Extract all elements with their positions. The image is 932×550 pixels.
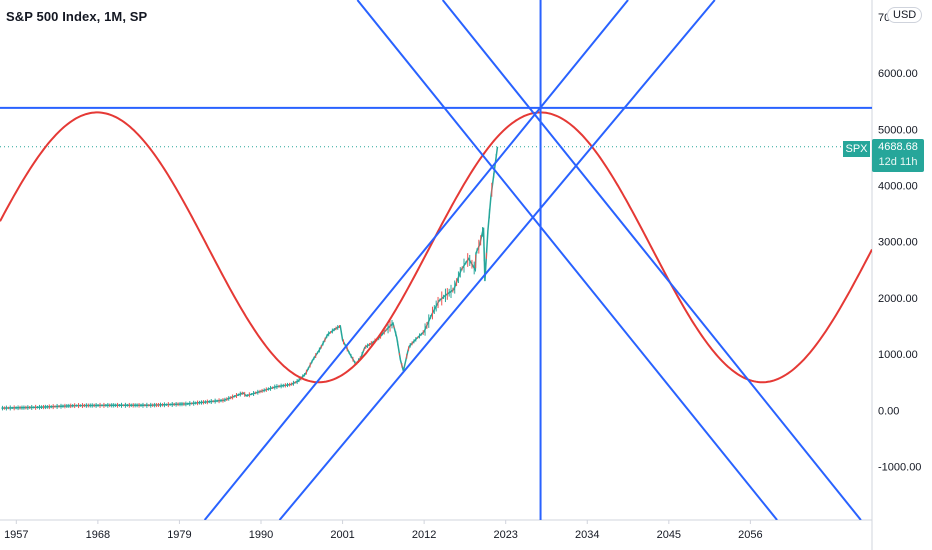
- y-tick-label: 2000.00: [878, 293, 918, 305]
- y-tick-label: 5000.00: [878, 124, 918, 136]
- y-tick-label: 4000.00: [878, 181, 918, 193]
- x-tick-label: 2034: [575, 529, 599, 541]
- currency-selector[interactable]: USD: [887, 7, 923, 23]
- x-tick-label: 2056: [738, 529, 762, 541]
- cycle-sine-curve: [0, 111, 872, 384]
- y-tick-label: 1000.00: [878, 349, 918, 361]
- diagonal-trend-line: [441, 0, 862, 520]
- chart-title: S&P 500 Index, 1M, SP: [6, 9, 148, 24]
- symbol-badge: SPX: [843, 141, 870, 157]
- y-tick-label: -1000.00: [878, 462, 921, 474]
- x-tick-label: 1979: [167, 529, 191, 541]
- last-price-label: 4688.68 12d 11h: [872, 139, 924, 172]
- x-tick-label: 2001: [330, 529, 354, 541]
- x-tick-label: 2023: [493, 529, 517, 541]
- x-tick-label: 1968: [86, 529, 110, 541]
- y-tick-label: 0.00: [878, 405, 899, 417]
- x-tick-label: 2012: [412, 529, 436, 541]
- y-tick-label: 3000.00: [878, 237, 918, 249]
- y-tick-label: 6000.00: [878, 68, 918, 80]
- diagonal-trend-line: [203, 0, 629, 520]
- last-price-value: 4688.68: [878, 141, 918, 153]
- price-series-line: [1, 146, 499, 409]
- bar-countdown: 12d 11h: [878, 156, 918, 168]
- x-tick-label: 1957: [4, 529, 28, 541]
- diagonal-trend-line: [356, 0, 778, 520]
- x-tick-label: 1990: [249, 529, 273, 541]
- diagonal-trend-line: [278, 0, 716, 520]
- x-tick-label: 2045: [657, 529, 681, 541]
